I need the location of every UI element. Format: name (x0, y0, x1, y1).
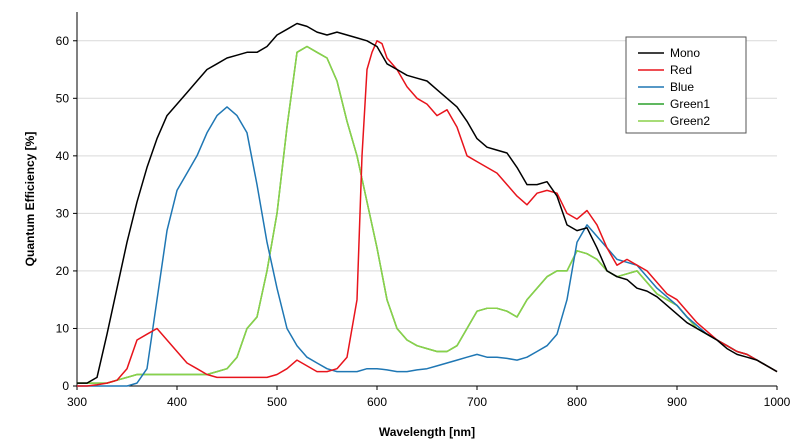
y-axis-ticks: 0 10 20 30 40 50 60 (56, 34, 77, 393)
y-tick-label: 20 (56, 264, 70, 278)
series-line-mono (77, 22, 778, 384)
y-tick-label: 10 (56, 321, 70, 335)
x-tick-label: 700 (467, 395, 487, 409)
axes (76, 12, 777, 387)
legend-label-mono: Mono (670, 46, 700, 60)
x-tick-label: 900 (667, 395, 687, 409)
legend: Mono Red Blue Green1 Green2 (625, 36, 747, 134)
legend-label-green2: Green2 (670, 114, 710, 128)
x-tick-label: 500 (267, 395, 287, 409)
y-tick-label: 30 (56, 206, 70, 220)
x-tick-label: 300 (67, 395, 87, 409)
x-axis-label: Wavelength [nm] (379, 425, 475, 439)
series-line-red (77, 40, 778, 387)
y-tick-label: 40 (56, 149, 70, 163)
y-tick-label: 50 (56, 91, 70, 105)
x-tick-label: 600 (367, 395, 387, 409)
series-line-blue (77, 106, 778, 387)
y-tick-label: 60 (56, 34, 70, 48)
legend-label-green1: Green1 (670, 97, 710, 111)
legend-label-red: Red (670, 63, 692, 77)
legend-label-blue: Blue (670, 80, 694, 94)
x-axis-ticks: 300 400 500 600 700 800 900 1000 (67, 386, 791, 409)
y-tick-label: 0 (62, 379, 69, 393)
series-line-green2 (77, 45, 778, 384)
series-lines (77, 22, 778, 387)
y-axis-label: Quantum Efficiency [%] (23, 132, 37, 267)
grid-lines (77, 40, 777, 329)
x-tick-label: 1000 (764, 395, 791, 409)
x-tick-label: 800 (567, 395, 587, 409)
x-tick-label: 400 (167, 395, 187, 409)
